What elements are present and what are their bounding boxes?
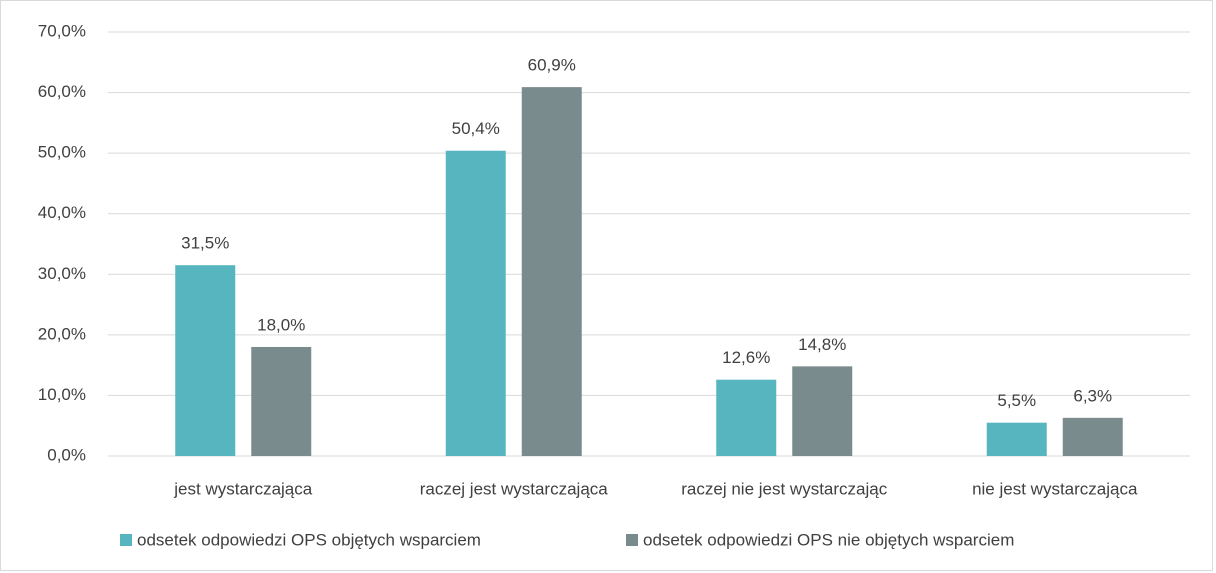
bar <box>521 87 582 457</box>
bar <box>175 265 236 456</box>
data-label: 14,8% <box>798 335 846 354</box>
data-label: 6,3% <box>1073 386 1112 405</box>
x-tick-label: raczej nie jest wystarczając <box>681 479 887 498</box>
y-tick-label: 50,0% <box>38 143 86 162</box>
bar <box>445 150 506 456</box>
y-tick-label: 10,0% <box>38 385 86 404</box>
legend-label: odsetek odpowiedzi OPS nie objętych wspa… <box>643 530 1014 549</box>
legend-swatch <box>120 534 132 546</box>
y-tick-label: 20,0% <box>38 324 86 343</box>
data-label: 18,0% <box>257 315 305 334</box>
bar <box>716 379 777 456</box>
y-tick-label: 40,0% <box>38 203 86 222</box>
legend-label: odsetek odpowiedzi OPS objętych wsparcie… <box>137 530 481 549</box>
data-label: 50,4% <box>452 119 500 138</box>
y-tick-label: 60,0% <box>38 82 86 101</box>
bar <box>986 422 1047 456</box>
data-label: 60,9% <box>528 56 576 75</box>
bar <box>1062 417 1123 456</box>
x-tick-label: jest wystarczająca <box>173 479 312 498</box>
bar <box>792 366 853 456</box>
y-tick-label: 0,0% <box>47 445 86 464</box>
data-label: 5,5% <box>997 391 1036 410</box>
bar <box>251 346 312 456</box>
x-tick-label: nie jest wystarczająca <box>972 479 1138 498</box>
data-label: 31,5% <box>181 234 229 253</box>
data-label: 12,6% <box>722 348 770 367</box>
legend-swatch <box>626 534 638 546</box>
x-tick-label: raczej jest wystarczająca <box>420 479 609 498</box>
y-tick-label: 70,0% <box>38 21 86 40</box>
y-tick-label: 30,0% <box>38 264 86 283</box>
